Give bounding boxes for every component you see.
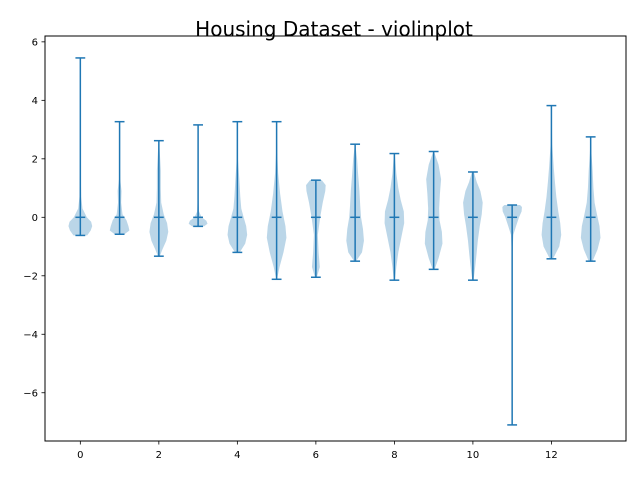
violins-layer: [68, 57, 601, 426]
x-tick-label: 4: [234, 450, 240, 461]
x-tick-label: 10: [467, 450, 480, 461]
violin-4: [227, 120, 248, 254]
violin-8: [384, 152, 405, 281]
y-tick-label: −2: [23, 271, 38, 282]
y-tick-label: −6: [23, 388, 38, 399]
violin-6: [306, 179, 326, 278]
y-tick-label: 0: [32, 213, 38, 224]
x-tick-label: 6: [313, 450, 319, 461]
violin-12: [541, 104, 562, 260]
x-axis: 0 2 4 6 8 10 12: [77, 441, 558, 461]
chart-title: Housing Dataset - violinplot: [195, 17, 473, 41]
violin-2: [149, 139, 169, 257]
violin-7: [346, 143, 364, 262]
violin-9: [424, 150, 443, 271]
y-axis: −6 −4 −2 0 2 4 6: [23, 37, 45, 399]
y-tick-label: 6: [32, 37, 38, 48]
y-tick-label: 2: [32, 154, 38, 165]
violin-5: [266, 120, 287, 281]
plot-frame: [44, 35, 627, 442]
x-tick-label: 0: [77, 450, 83, 461]
violin-11: [502, 204, 522, 426]
y-tick-label: 4: [32, 96, 38, 107]
violin-0: [68, 57, 93, 237]
x-tick-label: 8: [391, 450, 397, 461]
violin-10: [463, 171, 483, 281]
y-tick-label: −4: [23, 330, 38, 341]
violin-3: [188, 124, 208, 228]
violin-1: [109, 120, 130, 236]
x-tick-label: 12: [545, 450, 558, 461]
x-tick-label: 2: [156, 450, 162, 461]
violin-13: [580, 136, 601, 262]
